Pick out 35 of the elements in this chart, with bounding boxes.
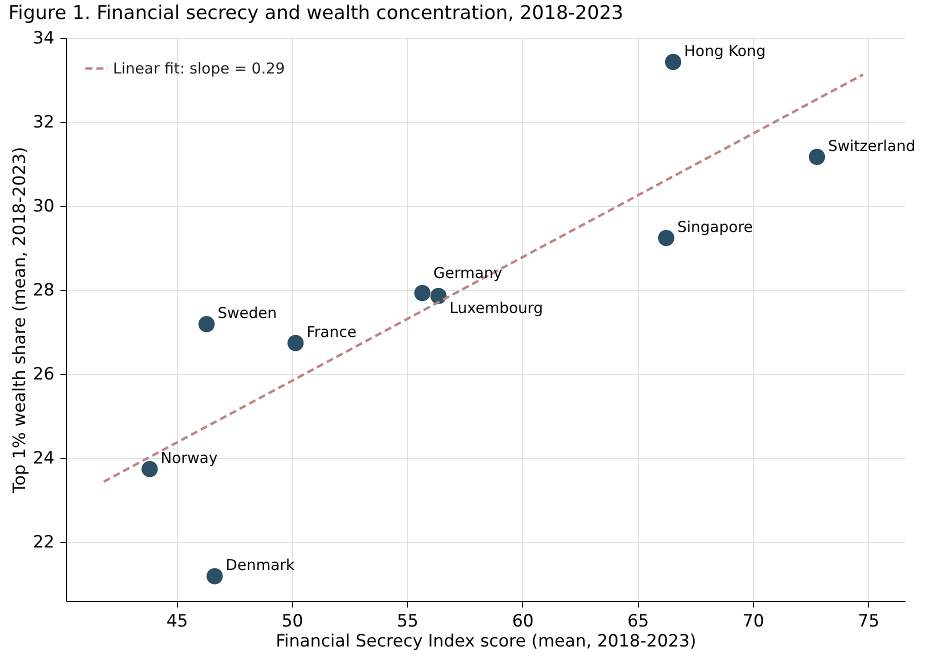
x-tick-label: 45 <box>166 612 188 632</box>
y-tick-label: 30 <box>32 196 54 217</box>
annotation: Germany <box>433 264 502 282</box>
x-tick-label: 55 <box>396 612 418 632</box>
y-tick-label: 24 <box>32 448 54 469</box>
x-tick-label: 70 <box>742 612 764 632</box>
chart-title: Figure 1. Financial secrecy and wealth concentration, 2018-2023 <box>8 2 624 24</box>
y-tick-label: 26 <box>32 364 54 385</box>
x-tick-label: 50 <box>282 612 304 632</box>
annotation: Sweden <box>218 304 277 322</box>
annotation: Norway <box>160 449 218 468</box>
x-tick-label: 60 <box>512 612 534 632</box>
point <box>141 460 158 478</box>
y-tick-label: 22 <box>32 532 54 553</box>
point <box>664 53 682 71</box>
annotation: Hong Kong <box>684 42 766 60</box>
annotation: Denmark <box>226 556 295 574</box>
point <box>206 568 224 585</box>
x-axis-title: Financial Secrecy Index score (mean, 2018-2023) <box>276 632 696 652</box>
y-axis-title: Top 1% wealth share (mean, 2018-2023) <box>10 146 30 494</box>
annotation: France <box>306 323 356 342</box>
x-tick-label: 65 <box>627 612 649 632</box>
point <box>808 148 826 166</box>
legend-label: Linear fit: slope = 0.29 <box>113 60 285 78</box>
annotation: Singapore <box>677 218 753 236</box>
point <box>286 334 304 352</box>
y-tick-label: 34 <box>32 28 54 48</box>
annotation: Luxembourg <box>449 298 543 317</box>
point <box>198 316 216 333</box>
point <box>658 229 675 247</box>
y-tick-label: 28 <box>32 280 54 301</box>
x-tick-label: 75 <box>858 612 880 632</box>
point <box>414 284 431 302</box>
y-tick-label: 32 <box>32 112 54 133</box>
annotation: Switzerland <box>828 136 916 155</box>
